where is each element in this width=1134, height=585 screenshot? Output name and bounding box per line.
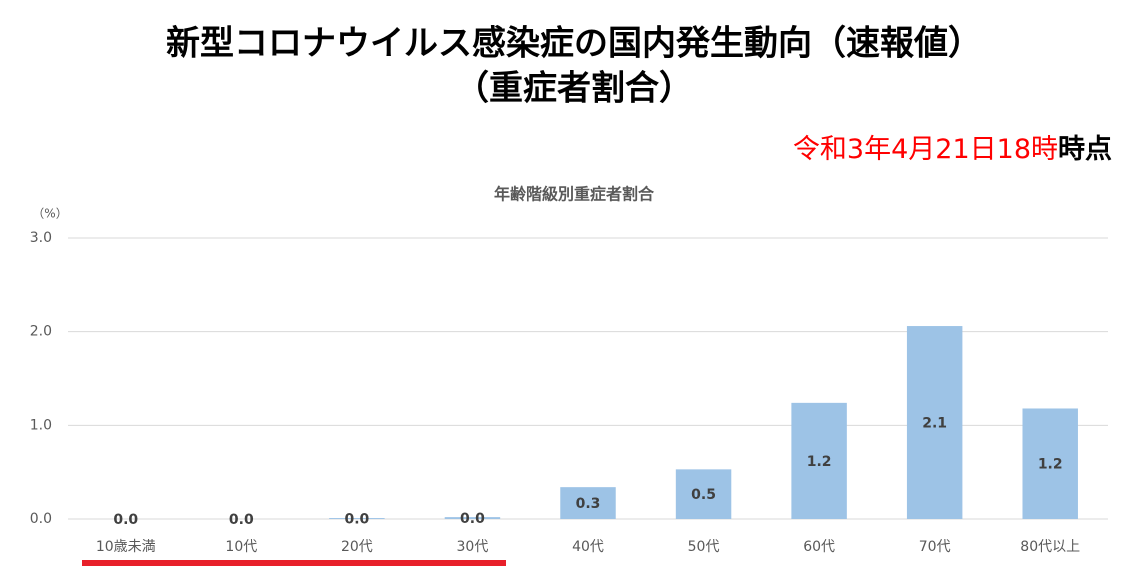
x-tick-label: 10代 xyxy=(225,539,257,555)
data-label: 2.1 xyxy=(922,416,947,432)
x-tick-label: 60代 xyxy=(803,539,835,555)
x-tick-label: 20代 xyxy=(341,539,373,555)
bar xyxy=(791,402,847,519)
x-tick-label: 30代 xyxy=(457,539,489,555)
data-label: 1.2 xyxy=(807,454,832,470)
y-tick-label: 2.0 xyxy=(30,324,52,340)
data-label: 0.3 xyxy=(576,496,601,512)
title: 新型コロナウイルス感染症の国内発生動向（速報値） xyxy=(166,24,982,64)
bar xyxy=(560,487,616,519)
date-value: 令和3年4月21日18時 xyxy=(793,134,1058,165)
data-label: 0.5 xyxy=(691,487,716,503)
bar xyxy=(329,518,385,519)
x-tick-label: 80代以上 xyxy=(1020,539,1080,555)
highlight-underline xyxy=(82,560,506,566)
x-tick-label: 70代 xyxy=(919,539,951,555)
y-tick-label: 3.0 xyxy=(30,230,52,246)
bar xyxy=(675,469,732,519)
data-label: 1.2 xyxy=(1038,457,1063,473)
y-tick-label: 1.0 xyxy=(30,417,52,433)
data-label: 0.0 xyxy=(229,512,254,528)
y-tick-label: 0.0 xyxy=(30,511,52,527)
date: 令和3年4月21日18時時点 xyxy=(793,134,1112,165)
data-label: 0.0 xyxy=(344,512,369,528)
x-tick-label: 10歳未満 xyxy=(96,539,156,555)
bar xyxy=(906,326,963,519)
data-label: 0.0 xyxy=(460,511,485,527)
date-suffix: 時点 xyxy=(1058,134,1112,165)
bar xyxy=(444,517,501,519)
y-unit: （%） xyxy=(32,207,67,221)
data-label: 0.0 xyxy=(113,512,138,528)
x-tick-label: 40代 xyxy=(572,539,604,555)
subtitle: （重症者割合） xyxy=(455,69,693,109)
chart-title: 年齢階級別重症者割合 xyxy=(494,185,655,204)
bar xyxy=(1022,408,1078,519)
x-tick-label: 50代 xyxy=(688,539,720,555)
